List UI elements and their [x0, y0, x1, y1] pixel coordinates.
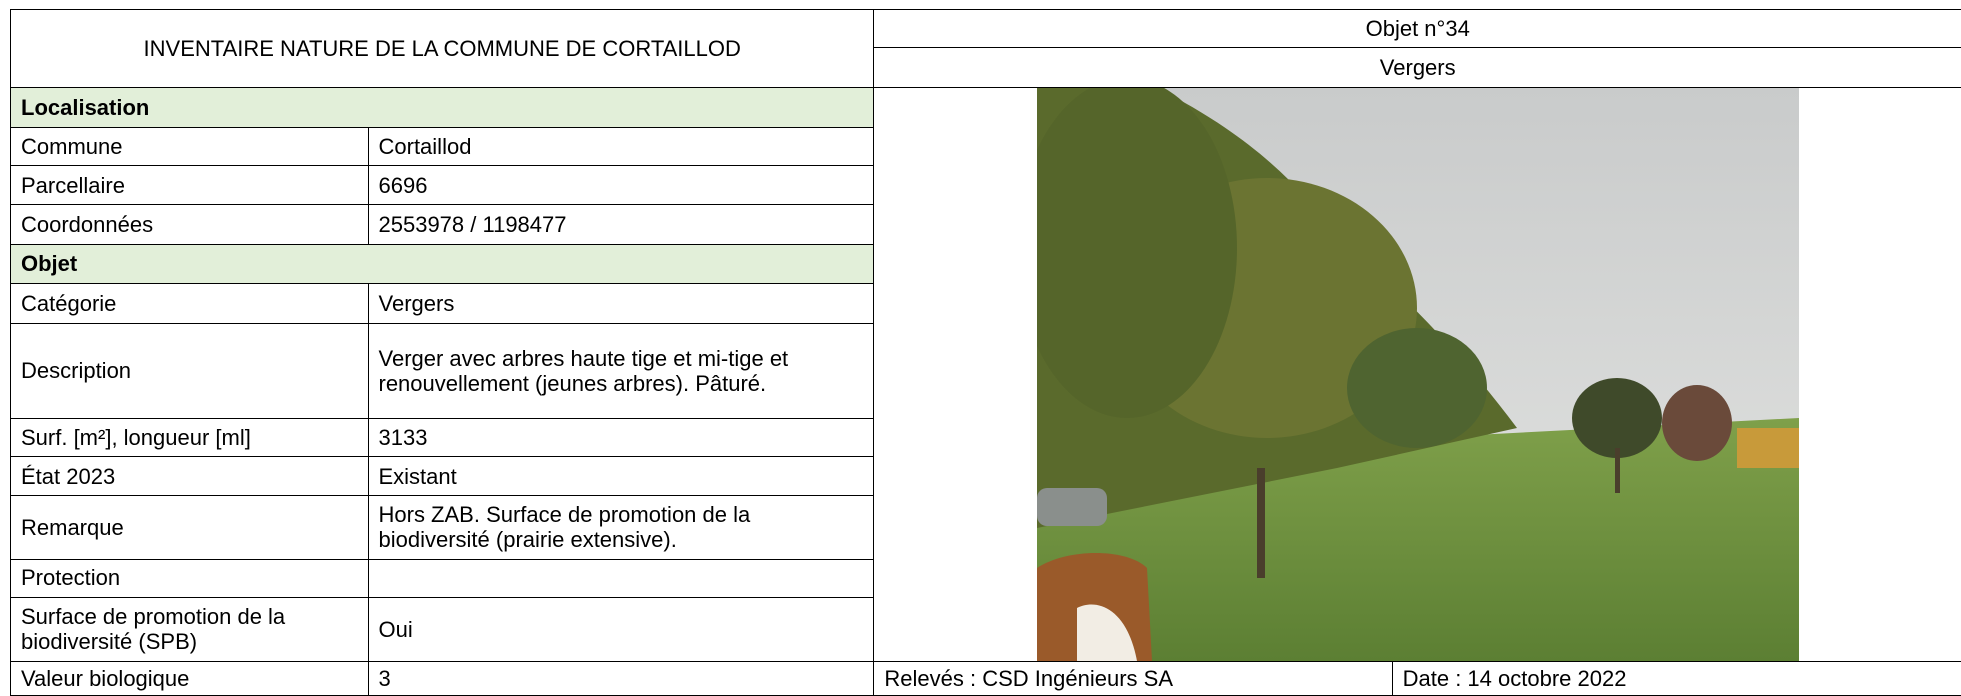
- value: Vergers: [367, 282, 875, 324]
- value: Hors ZAB. Surface de promotion de la bio…: [367, 495, 875, 560]
- value: Existant: [367, 456, 875, 497]
- label: Parcellaire: [10, 165, 369, 206]
- cow: [1076, 604, 1137, 661]
- value: Cortaillod: [367, 127, 875, 167]
- surveyor: Relevés : CSD Ingénieurs SA: [873, 661, 1393, 696]
- value: [367, 558, 875, 598]
- label: Catégorie: [10, 282, 369, 324]
- section-title: Objet: [9, 243, 875, 284]
- photo-cell: [873, 87, 1961, 662]
- value: 3: [367, 661, 875, 696]
- survey-date: Date : 14 octobre 2022: [1391, 661, 1961, 696]
- value: Verger avec arbres haute tige et mi-tige…: [367, 322, 875, 420]
- tree-crown: [1661, 385, 1732, 461]
- label: Valeur biologique: [10, 661, 369, 696]
- tree-crown: [1571, 378, 1662, 458]
- label: Surf. [m²], longueur [ml]: [10, 418, 369, 458]
- label: Remarque: [10, 495, 369, 560]
- water-tank: [1036, 488, 1107, 526]
- sheet-title: INVENTAIRE NATURE DE LA COMMUNE DE CORTA…: [9, 9, 875, 88]
- section-title: Localisation: [9, 86, 875, 129]
- object-name: Vergers: [873, 47, 1961, 88]
- trunk: [1614, 448, 1620, 493]
- object-number: Objet n°34: [873, 9, 1961, 48]
- orchard-photo: [1036, 88, 1799, 661]
- value: 3133: [367, 418, 875, 458]
- label: Commune: [10, 127, 369, 167]
- label: État 2023: [10, 456, 369, 497]
- value: 6696: [367, 165, 875, 206]
- value: 2553978 / 1198477: [367, 204, 875, 245]
- label: Surface de promotion de la biodiversité …: [10, 596, 369, 663]
- inventory-sheet: INVENTAIRE NATURE DE LA COMMUNE DE CORTA…: [9, 9, 1961, 696]
- label: Description: [10, 322, 369, 420]
- label: Protection: [10, 558, 369, 598]
- label: Coordonnées: [10, 204, 369, 245]
- tree-crown: [1346, 328, 1487, 448]
- vines: [1736, 428, 1799, 468]
- value: Oui: [367, 596, 875, 663]
- trunk: [1256, 468, 1265, 578]
- tree-crown: [1036, 88, 1237, 418]
